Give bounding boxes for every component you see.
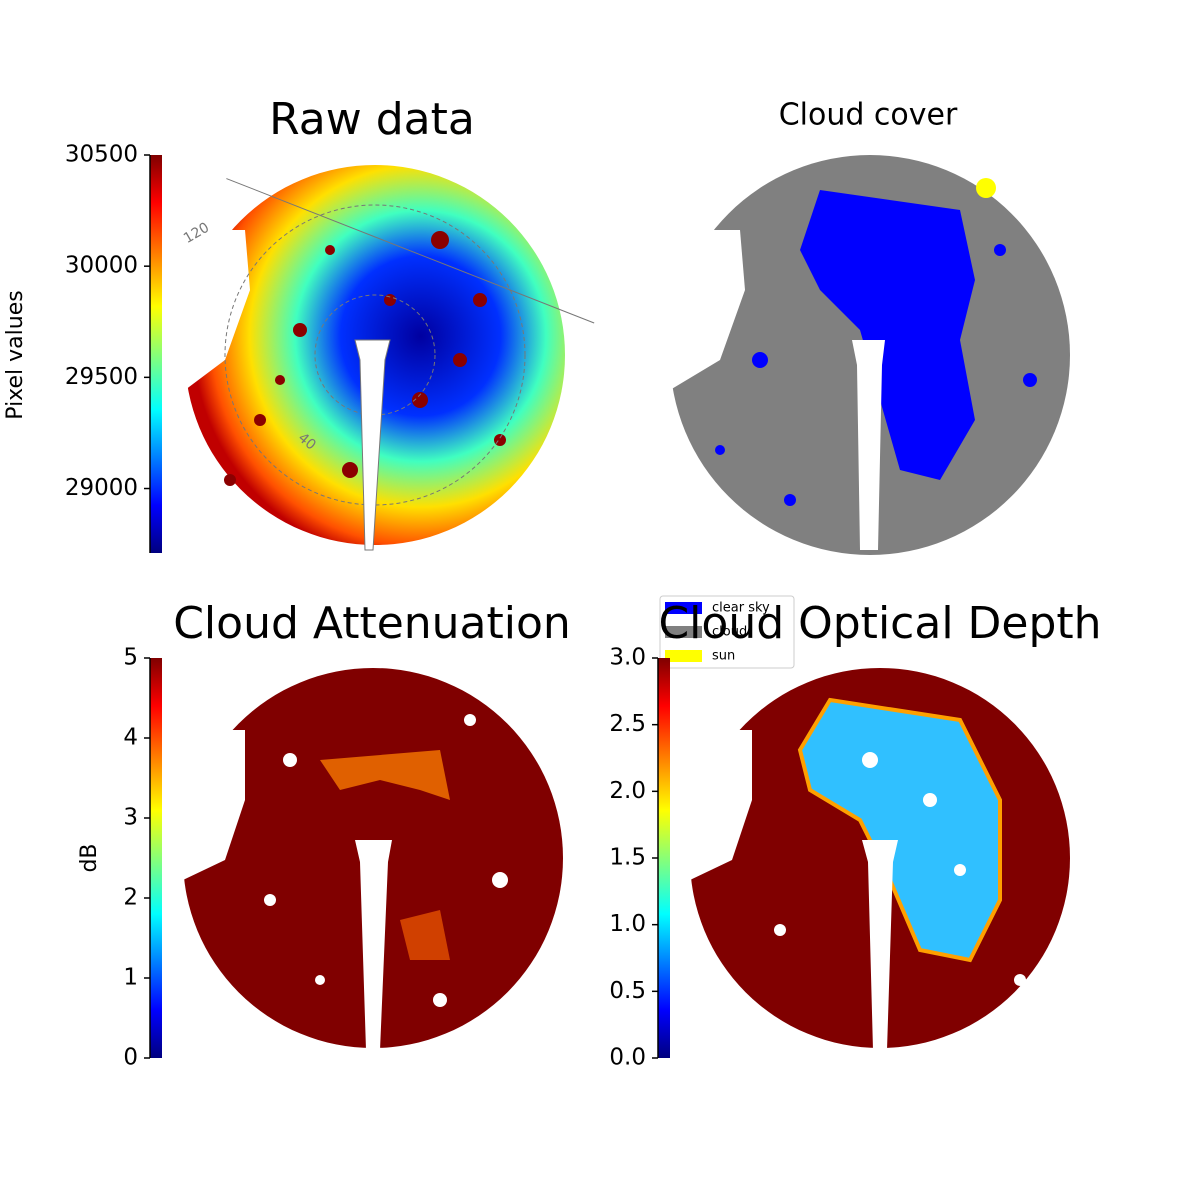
colorbar-tick-label: 30500 [65,142,138,168]
attenuation-image [183,668,563,1050]
colorbar [150,155,162,553]
sun-marker [976,178,996,198]
colorbar-tick-label: 2 [123,885,138,911]
panel-title: Cloud Attenuation [173,598,571,649]
colorbar-tick-label: 1.5 [609,845,646,871]
colorbar-tick-label: 29500 [65,364,138,390]
optical-depth-image [690,668,1070,1050]
colorbar-tick-label: 0.0 [609,1045,646,1071]
legend-swatch [665,650,702,662]
colorbar-tick-label: 2.0 [609,778,646,804]
legend-swatch [665,626,702,638]
colorbar-tick-label: 3 [123,805,138,831]
colorbar-tick-label: 5 [123,645,138,671]
colorbar [150,658,162,1058]
legend-swatch [665,602,702,614]
raw-image [185,165,595,551]
colorbar-label: dB [77,843,102,872]
colorbar-tick-label: 0 [123,1045,138,1071]
legend-label: sun [712,649,735,664]
panel-title: Cloud cover [779,98,958,133]
colorbar-tick-label: 2.5 [609,711,646,737]
legend-label: cloud [712,625,747,640]
panel-title: Cloud Optical Depth [658,598,1101,649]
cloud-image [670,155,1070,555]
legend-label: clear sky [712,601,770,616]
colorbar-tick-label: 1.0 [609,911,646,937]
panel-title: Raw data [269,94,475,145]
colorbar-tick-label: 1 [123,965,138,991]
colorbar-tick-label: 29000 [65,475,138,501]
colorbar [658,658,670,1058]
colorbar-tick-label: 3.0 [609,645,646,671]
colorbar-label: Pixel values [3,290,28,419]
colorbar-tick-label: 4 [123,725,138,751]
colorbar-tick-label: 0.5 [609,978,646,1004]
colorbar-tick-label: 30000 [65,253,138,279]
